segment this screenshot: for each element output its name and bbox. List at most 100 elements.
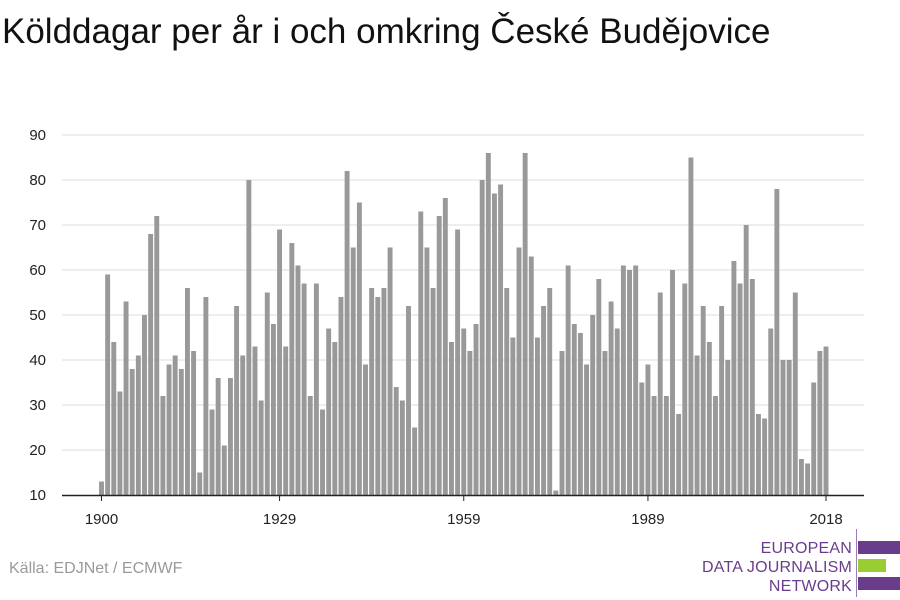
bar bbox=[602, 351, 608, 495]
bar bbox=[731, 261, 737, 495]
bar bbox=[504, 288, 510, 495]
bar bbox=[651, 396, 657, 495]
logo-text: EUROPEAN DATA JOURNALISM NETWORK bbox=[702, 539, 852, 596]
bar bbox=[620, 265, 626, 495]
bar bbox=[369, 288, 375, 495]
bar bbox=[645, 364, 651, 495]
bar bbox=[399, 400, 405, 495]
bar bbox=[148, 234, 154, 495]
x-axis: 1900 1929 1959 1989 2018 bbox=[62, 494, 864, 528]
bar bbox=[547, 288, 553, 495]
bar bbox=[160, 396, 166, 495]
bar bbox=[743, 225, 749, 495]
bar bbox=[154, 216, 160, 495]
bar bbox=[522, 153, 528, 495]
bar bbox=[135, 355, 141, 495]
logo-divider bbox=[856, 529, 857, 597]
bar bbox=[227, 378, 233, 495]
bar bbox=[270, 324, 276, 495]
bar bbox=[99, 481, 104, 495]
bar bbox=[811, 382, 817, 495]
bar bbox=[762, 418, 768, 495]
bar bbox=[381, 288, 387, 495]
bar bbox=[461, 328, 467, 495]
bar bbox=[449, 342, 454, 495]
bar bbox=[252, 346, 258, 495]
bar bbox=[485, 153, 491, 495]
bar bbox=[571, 324, 577, 495]
logo-line-2: DATA JOURNALISM bbox=[702, 559, 852, 576]
bar bbox=[142, 315, 147, 495]
bar bbox=[682, 283, 688, 495]
bar bbox=[805, 463, 811, 495]
y-tick-label: 20 bbox=[29, 442, 46, 459]
x-tick-label: 1900 bbox=[85, 511, 118, 528]
y-tick-label: 30 bbox=[29, 397, 46, 414]
bar bbox=[596, 279, 602, 495]
bar bbox=[541, 306, 547, 495]
bar bbox=[289, 243, 295, 495]
logo-bar-top bbox=[858, 541, 900, 554]
bar bbox=[424, 247, 430, 495]
bar bbox=[627, 270, 632, 495]
bar bbox=[307, 396, 313, 495]
bar bbox=[283, 346, 289, 495]
x-tick-label: 2018 bbox=[809, 511, 842, 528]
bar bbox=[344, 171, 350, 495]
source-note: Källa: EDJNet / ECMWF bbox=[9, 560, 183, 577]
bar bbox=[565, 265, 571, 495]
y-tick-label: 50 bbox=[29, 307, 46, 324]
bar bbox=[277, 229, 283, 495]
bar bbox=[756, 414, 761, 495]
bar bbox=[706, 342, 712, 495]
bar bbox=[798, 459, 804, 495]
bar bbox=[559, 351, 565, 495]
bar bbox=[191, 351, 197, 495]
bar bbox=[203, 297, 209, 495]
bar bbox=[614, 328, 620, 495]
bar bbox=[713, 396, 718, 495]
bar bbox=[455, 229, 461, 495]
bar bbox=[553, 490, 559, 495]
x-tick-label: 1959 bbox=[447, 511, 480, 528]
bar bbox=[430, 288, 436, 495]
bar bbox=[105, 274, 111, 495]
bar bbox=[264, 292, 270, 495]
bar bbox=[498, 184, 504, 495]
bar bbox=[332, 342, 338, 495]
bar bbox=[516, 247, 522, 495]
y-tick-label: 40 bbox=[29, 352, 46, 369]
bar bbox=[663, 396, 669, 495]
y-tick-label: 60 bbox=[29, 262, 46, 279]
bar bbox=[749, 279, 755, 495]
bar bbox=[577, 333, 583, 495]
bar bbox=[215, 378, 221, 495]
bar bbox=[473, 324, 479, 495]
bars bbox=[99, 153, 829, 495]
bar bbox=[688, 157, 694, 495]
bar bbox=[301, 283, 307, 495]
y-tick-label: 80 bbox=[29, 172, 46, 189]
bar bbox=[246, 180, 252, 495]
bar bbox=[774, 189, 780, 495]
bar bbox=[375, 297, 381, 495]
edjnet-logo[interactable]: EUROPEAN DATA JOURNALISM NETWORK bbox=[700, 527, 900, 597]
bar bbox=[670, 270, 675, 495]
logo-line-3: NETWORK bbox=[768, 578, 852, 595]
bar bbox=[172, 355, 178, 495]
bar bbox=[817, 351, 823, 495]
bar bbox=[479, 180, 485, 495]
chart-title: Kölddagar per år i och omkring České Bud… bbox=[2, 12, 771, 51]
bar bbox=[418, 211, 424, 495]
bar bbox=[295, 265, 301, 495]
bar bbox=[221, 445, 227, 495]
bar bbox=[534, 337, 540, 495]
bar bbox=[363, 364, 368, 495]
bar bbox=[338, 297, 344, 495]
bar bbox=[258, 400, 264, 495]
logo-bar-middle bbox=[858, 559, 886, 572]
bar bbox=[725, 360, 731, 495]
bar bbox=[393, 387, 399, 495]
bar bbox=[209, 409, 215, 495]
logo-bar-bottom bbox=[858, 577, 900, 590]
